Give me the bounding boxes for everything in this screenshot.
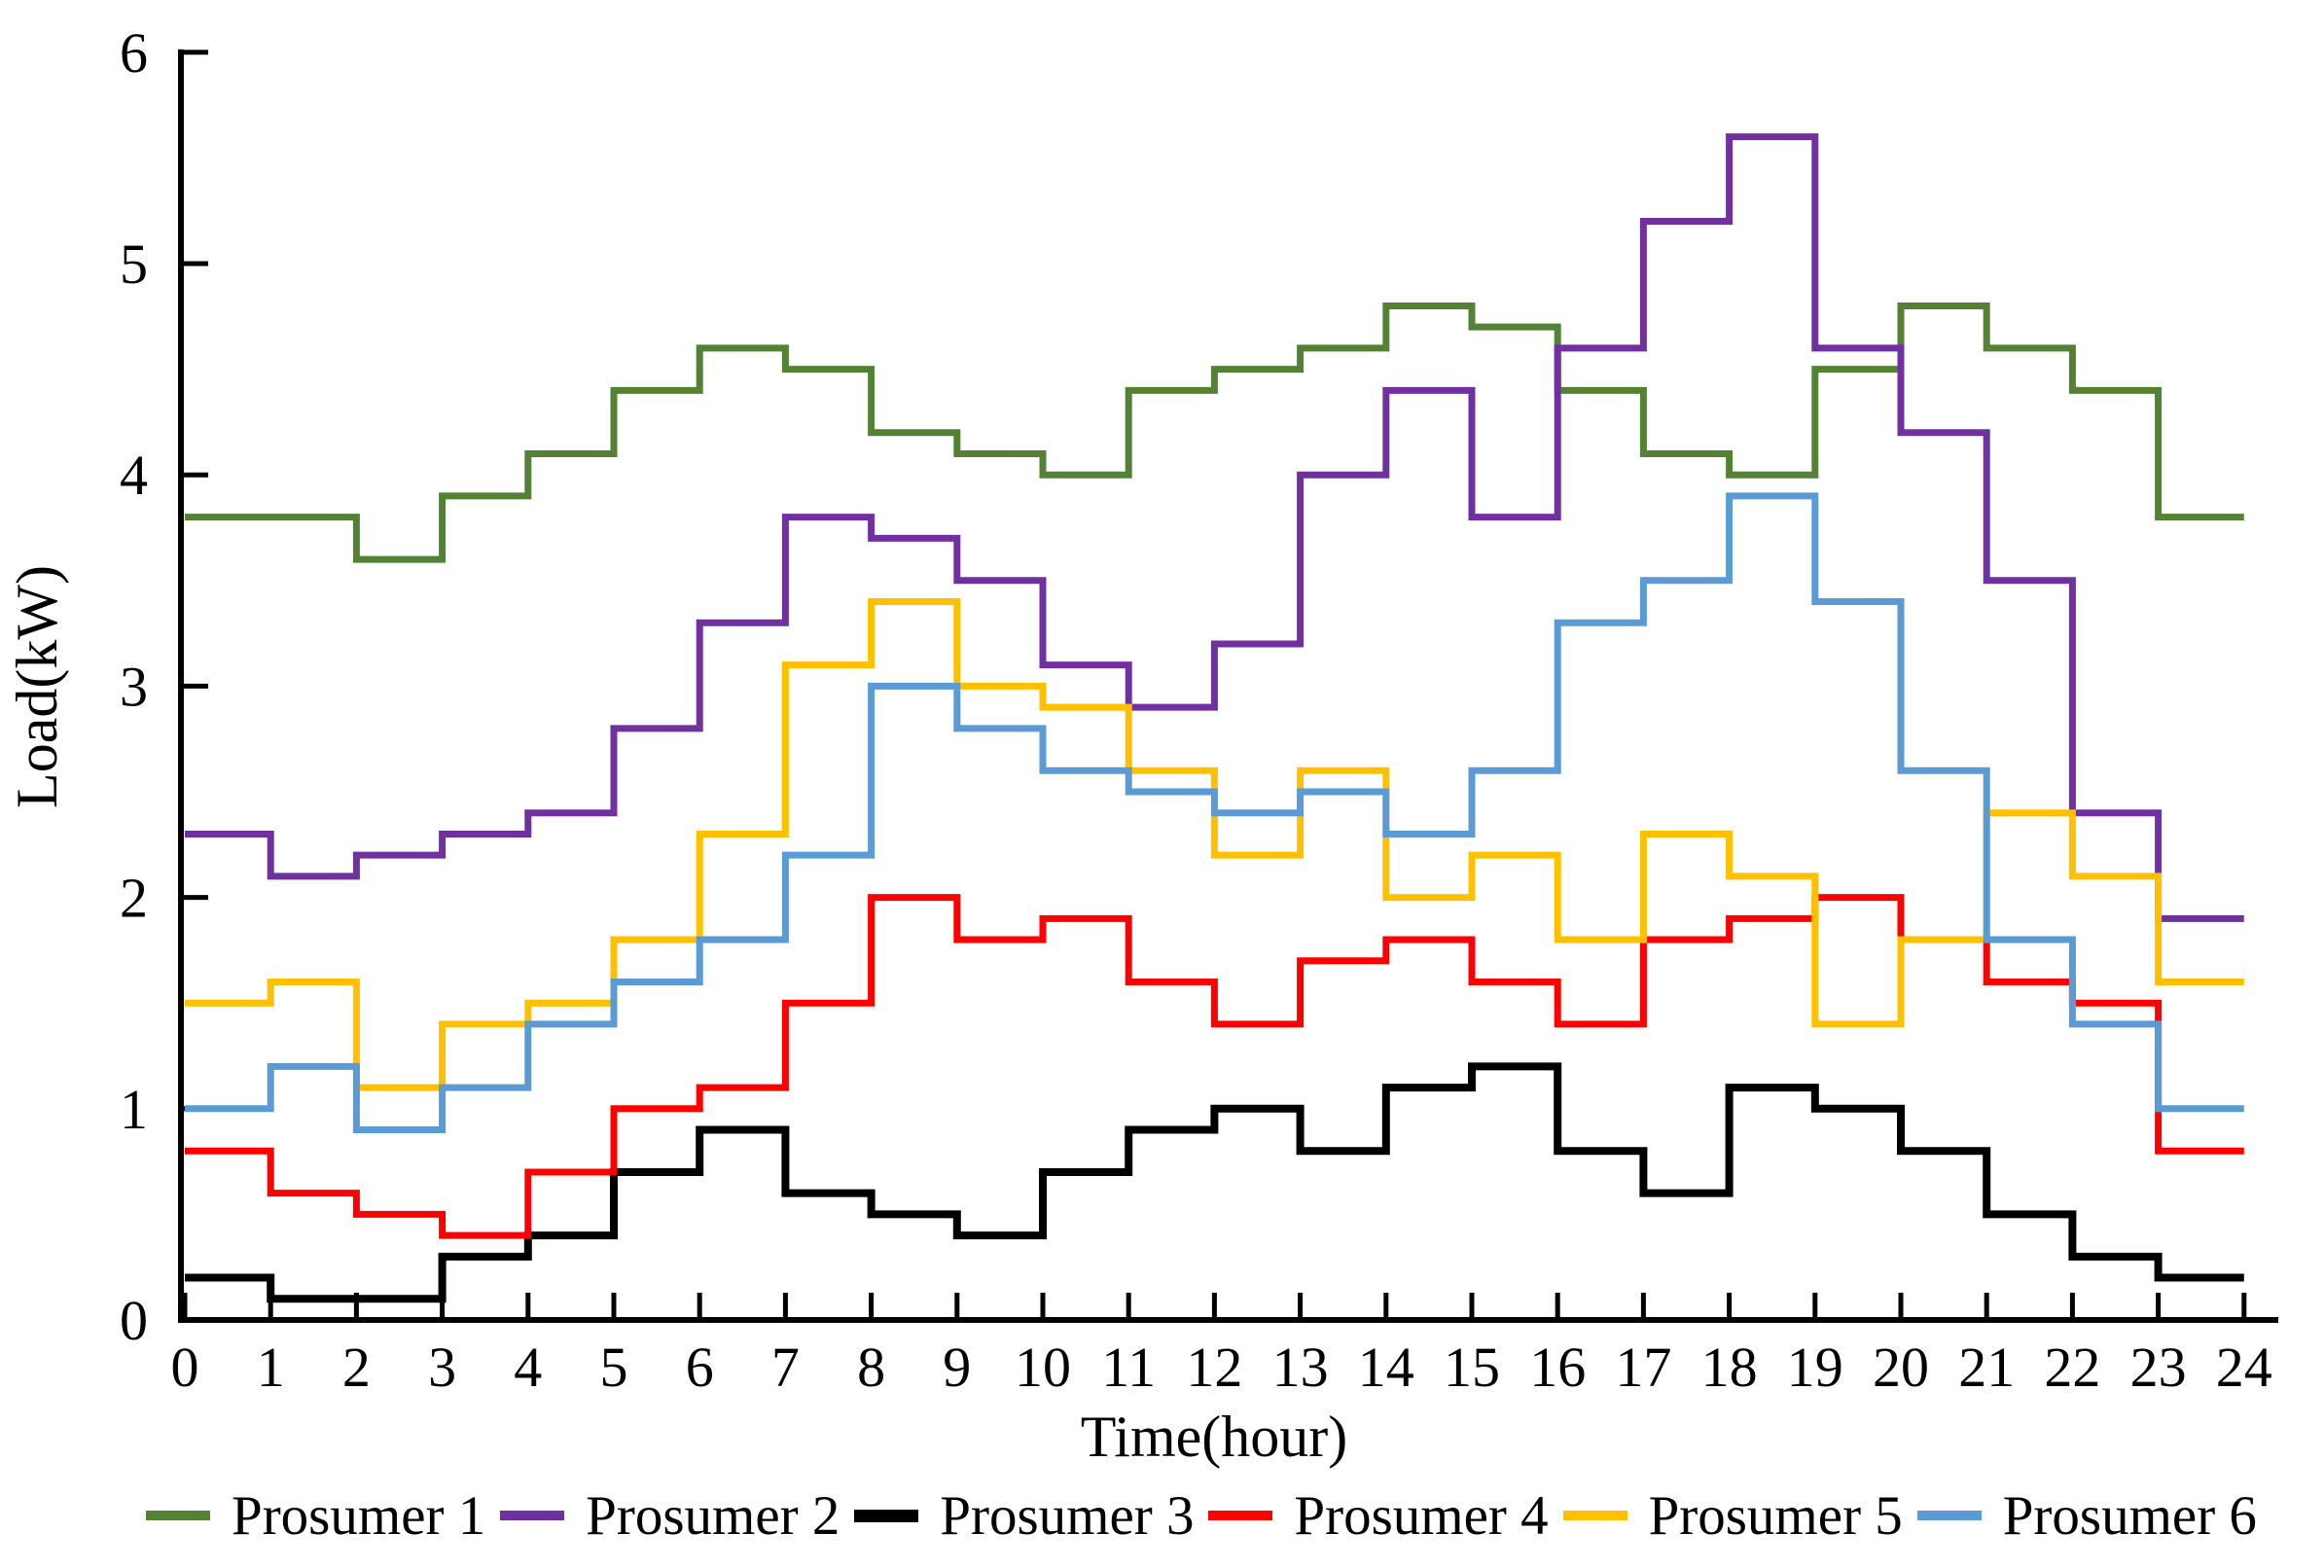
legend-item-3: Prosumer 3 (854, 1484, 1195, 1547)
legend-label: Prosumer 1 (232, 1484, 486, 1547)
legend-item-2: Prosumer 2 (500, 1488, 840, 1544)
y-tick-label: 4 (120, 444, 148, 507)
x-tick-label: 3 (428, 1336, 456, 1399)
x-tick-label: 7 (771, 1336, 800, 1399)
x-tick-label: 23 (2130, 1336, 2187, 1399)
x-tick-label: 18 (1701, 1336, 1758, 1399)
series-lines (185, 133, 2244, 1303)
x-tick-label: 1 (257, 1336, 285, 1399)
legend-swatch-icon (500, 1511, 565, 1520)
x-tick-label: 13 (1272, 1336, 1329, 1399)
x-tick-label: 8 (857, 1336, 885, 1399)
y-tick-label: 2 (120, 867, 148, 930)
x-tick-label: 22 (2044, 1336, 2100, 1399)
x-tick-label: 10 (1015, 1336, 1071, 1399)
legend-item-5: Prosumer 5 (1562, 1484, 1903, 1547)
x-tick-label: 21 (1958, 1336, 2015, 1399)
x-tick-label: 12 (1186, 1336, 1242, 1399)
x-tick-label: 19 (1787, 1336, 1843, 1399)
x-tick-label: 5 (600, 1336, 628, 1399)
series-prosumer-3 (185, 1062, 2244, 1303)
legend-label: Prosumer 2 (586, 1484, 840, 1547)
chart-legend: Prosumer 1 Prosumer 2 Prosumer 3 Prosumer 4… (146, 1477, 2257, 1554)
y-tick-label: 0 (120, 1289, 148, 1352)
legend-swatch-icon (1916, 1511, 1982, 1520)
legend-item-4: Prosumer 4 (1208, 1484, 1549, 1547)
x-tick-label: 14 (1358, 1336, 1414, 1399)
y-tick-label: 6 (120, 21, 148, 85)
y-axis-title: Load(kW) (5, 565, 69, 808)
legend-swatch-icon (1208, 1511, 1273, 1520)
y-tick-label: 1 (120, 1078, 148, 1141)
x-tick-label: 6 (686, 1336, 714, 1399)
legend-label: Prosumer 5 (1648, 1484, 1903, 1547)
legend-item-1: Prosumer 1 (146, 1488, 485, 1544)
x-tick-label: 9 (943, 1336, 971, 1399)
x-tick-label: 2 (342, 1336, 371, 1399)
legend-swatch-icon (1562, 1511, 1627, 1520)
y-tick-label: 5 (120, 232, 148, 296)
legend-swatch-icon (146, 1511, 210, 1520)
legend-label: Prosumer 4 (1294, 1484, 1549, 1547)
legend-label: Prosumer 3 (940, 1484, 1195, 1547)
x-tick-label: 20 (1873, 1336, 1929, 1399)
series-prosumer-2 (185, 133, 2244, 922)
series-prosumer-6 (185, 492, 2244, 1134)
y-tick-label: 3 (120, 655, 148, 718)
x-tick-label: 15 (1444, 1336, 1500, 1399)
x-axis-title: Time(hour) (1081, 1405, 1347, 1469)
legend-label: Prosumer 6 (2002, 1484, 2257, 1547)
x-tick-label: 0 (171, 1336, 199, 1399)
x-tick-label: 4 (514, 1336, 542, 1399)
x-tick-label: 24 (2216, 1336, 2272, 1399)
legend-item-6: Prosumer 6 (1916, 1484, 2257, 1547)
x-tick-label: 16 (1529, 1336, 1586, 1399)
legend-swatch-icon (854, 1509, 919, 1522)
x-tick-label: 17 (1615, 1336, 1671, 1399)
x-tick-label: 11 (1101, 1336, 1156, 1399)
series-prosumer-4 (185, 894, 2244, 1239)
